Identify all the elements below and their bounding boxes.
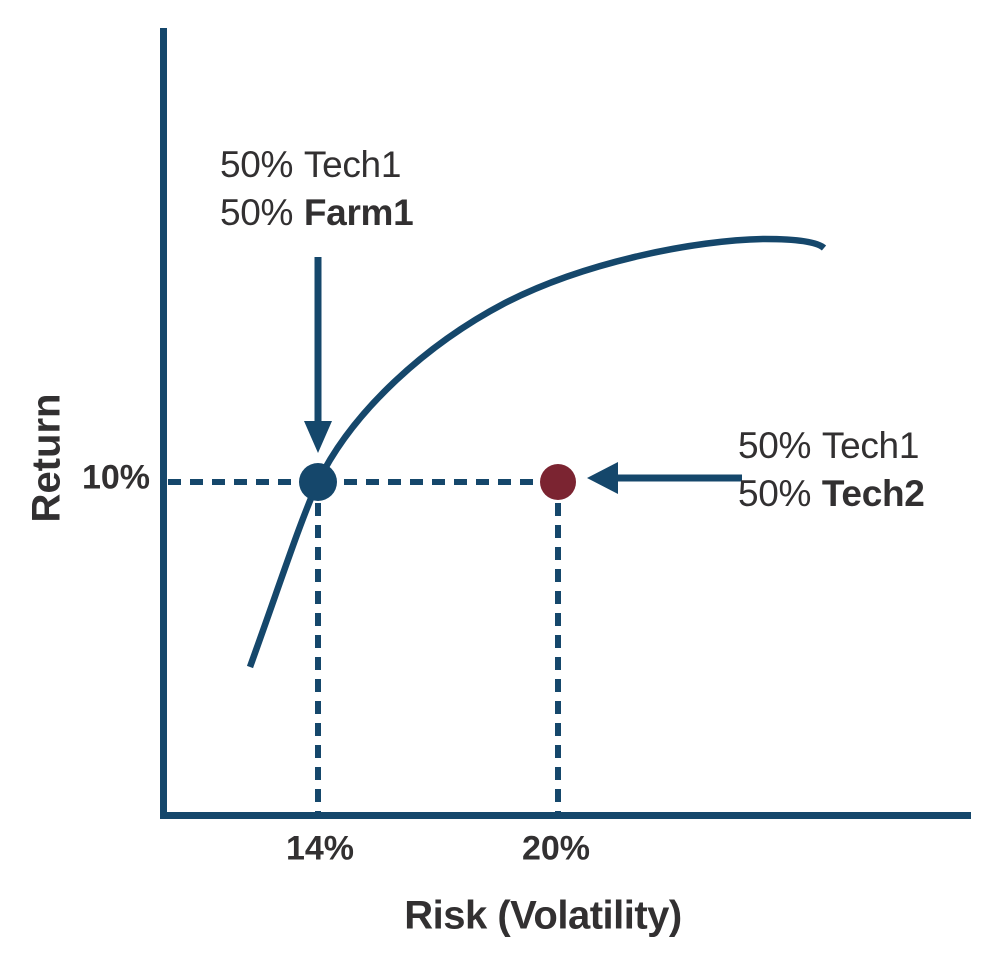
point-tech1-farm1: [299, 463, 337, 501]
annotation-pct: 50%: [220, 192, 294, 233]
annotation-line: 50% Tech1: [220, 141, 413, 189]
x-tick-20pct: 20%: [521, 829, 591, 868]
point-tech1-tech2: [540, 464, 576, 500]
annotation-tech1-tech2: 50% Tech1 50% Tech2: [738, 422, 925, 518]
efficient-frontier-curve: [246, 235, 827, 669]
annotation-line: 50% Tech2: [738, 470, 925, 518]
down-arrow-head: [304, 421, 332, 453]
left-arrow-head: [587, 462, 618, 494]
annotation-asset: Tech2: [821, 473, 925, 514]
x-axis-title: Risk (Volatility): [404, 893, 682, 938]
x-tick-14pct: 14%: [285, 829, 355, 868]
annotation-asset: Farm1: [303, 192, 414, 233]
annotation-pct: 50%: [738, 425, 812, 466]
annotation-asset: Tech1: [303, 144, 402, 185]
y-axis-title: Return: [24, 393, 69, 523]
annotation-tech1-farm1: 50% Tech1 50% Farm1: [220, 141, 414, 237]
annotation-line: 50% Tech1: [738, 422, 925, 470]
y-tick-10pct: 10%: [81, 458, 151, 497]
annotation-line: 50% Farm1: [220, 189, 414, 237]
annotation-pct: 50%: [738, 473, 812, 514]
annotation-pct: 50%: [220, 144, 294, 185]
annotation-asset: Tech1: [821, 425, 920, 466]
